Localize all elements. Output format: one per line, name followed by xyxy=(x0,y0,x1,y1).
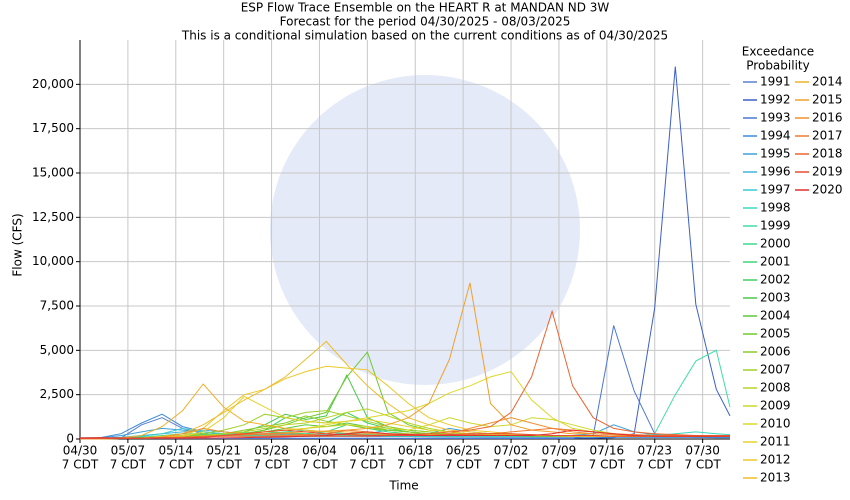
legend-label: 2002 xyxy=(760,273,791,287)
y-tick-label: 20,000 xyxy=(32,77,74,91)
y-tick-label: 0 xyxy=(66,432,74,446)
y-tick-label: 17,500 xyxy=(32,121,74,135)
x-tick-label: 7 CDT xyxy=(684,458,721,472)
legend-label: 1996 xyxy=(760,165,791,179)
x-tick-label: 7 CDT xyxy=(62,458,99,472)
x-tick-label: 07/23 xyxy=(637,444,672,458)
x-tick-label: 05/28 xyxy=(254,444,289,458)
legend-label: 1999 xyxy=(760,219,791,233)
chart-title: ESP Flow Trace Ensemble on the HEART R a… xyxy=(241,1,610,15)
legend-label: 1998 xyxy=(760,201,791,215)
x-tick-label: 05/14 xyxy=(158,444,193,458)
legend-label: 1997 xyxy=(760,183,791,197)
legend-label: 2015 xyxy=(812,93,843,107)
x-tick-label: 07/30 xyxy=(685,444,720,458)
watermark-circle xyxy=(270,75,580,385)
legend-title: Probability xyxy=(746,59,809,73)
x-tick-label: 05/07 xyxy=(111,444,146,458)
y-tick-label: 10,000 xyxy=(32,254,74,268)
legend-label: 2007 xyxy=(760,363,791,377)
legend-label: 1995 xyxy=(760,147,791,161)
legend-label: 2008 xyxy=(760,381,791,395)
series-line xyxy=(79,429,730,439)
watermark xyxy=(270,75,580,385)
x-tick-label: 7 CDT xyxy=(493,458,530,472)
legend-label: 2005 xyxy=(760,327,791,341)
legend-label: 1992 xyxy=(760,93,791,107)
x-tick-label: 07/09 xyxy=(542,444,577,458)
legend-label: 2018 xyxy=(812,147,843,161)
x-tick-label: 7 CDT xyxy=(637,458,674,472)
y-tick-label: 15,000 xyxy=(32,166,74,180)
legend-label: 2014 xyxy=(812,75,843,89)
legend-label: 2004 xyxy=(760,309,791,323)
legend-label: 2011 xyxy=(760,435,791,449)
legend-label: 2003 xyxy=(760,291,791,305)
x-tick-label: 06/11 xyxy=(350,444,385,458)
x-tick-label: 06/18 xyxy=(398,444,433,458)
x-tick-label: 06/04 xyxy=(302,444,337,458)
x-tick-label: 7 CDT xyxy=(445,458,482,472)
x-tick-label: 7 CDT xyxy=(158,458,195,472)
legend-label: 1993 xyxy=(760,111,791,125)
legend-label: 1994 xyxy=(760,129,791,143)
y-axis-label: Flow (CFS) xyxy=(11,213,25,276)
x-tick-label: 05/21 xyxy=(206,444,241,458)
x-tick-label: 06/25 xyxy=(446,444,481,458)
legend-label: 2016 xyxy=(812,111,843,125)
y-tick-label: 7,500 xyxy=(40,299,74,313)
y-tick-label: 12,500 xyxy=(32,210,74,224)
chart-subtitle: This is a conditional simulation based o… xyxy=(181,29,668,43)
x-tick-label: 7 CDT xyxy=(205,458,242,472)
x-axis-label: Time xyxy=(388,479,418,493)
legend-label: 2020 xyxy=(812,183,843,197)
legend-label: 2013 xyxy=(760,471,791,485)
legend-label: 2017 xyxy=(812,129,843,143)
x-tick-label: 04/30 xyxy=(63,444,98,458)
legend-title: Exceedance xyxy=(742,45,814,59)
legend-label: 1991 xyxy=(760,75,791,89)
legend-label: 2010 xyxy=(760,417,791,431)
legend-label: 2009 xyxy=(760,399,791,413)
x-tick-label: 7 CDT xyxy=(253,458,290,472)
x-tick-label: 7 CDT xyxy=(349,458,386,472)
legend-label: 2006 xyxy=(760,345,791,359)
x-tick-label: 7 CDT xyxy=(541,458,578,472)
series-line xyxy=(79,429,730,439)
x-tick-label: 07/02 xyxy=(494,444,529,458)
legend-label: 2001 xyxy=(760,255,791,269)
legend-label: 2012 xyxy=(760,453,791,467)
legend-label: 2000 xyxy=(760,237,791,251)
y-tick-label: 5,000 xyxy=(40,343,74,357)
legend-label: 2019 xyxy=(812,165,843,179)
x-tick-label: 7 CDT xyxy=(397,458,434,472)
x-tick-label: 7 CDT xyxy=(589,458,626,472)
y-tick-label: 2,500 xyxy=(40,387,74,401)
x-tick-label: 7 CDT xyxy=(110,458,147,472)
chart-subtitle: Forecast for the period 04/30/2025 - 08/… xyxy=(280,15,571,29)
x-tick-label: 07/16 xyxy=(590,444,625,458)
x-tick-label: 7 CDT xyxy=(301,458,338,472)
